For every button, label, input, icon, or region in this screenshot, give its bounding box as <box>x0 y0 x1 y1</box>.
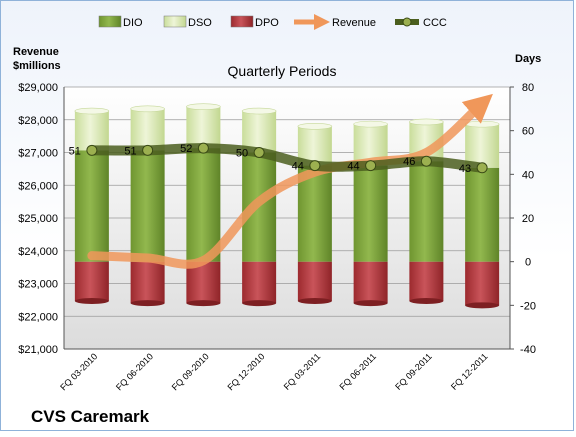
x-tick-label: FQ 09-2010 <box>170 351 211 392</box>
x-tick-label: FQ 06-2011 <box>337 351 378 392</box>
right-tick-label: 40 <box>522 169 534 181</box>
right-tick-label: -20 <box>520 300 536 312</box>
dpo-bar-base <box>186 300 221 307</box>
dpo-bar <box>130 261 165 304</box>
ccc-point <box>309 160 321 172</box>
series-lines: 51 51 52 50 44 44 46 43 <box>69 93 493 269</box>
right-axis-title: Days <box>515 53 541 65</box>
x-tick-label: FQ 09-2011 <box>393 351 434 392</box>
ccc-data-label: 43 <box>459 163 471 175</box>
dpo-bar <box>297 261 332 301</box>
dso-bar-top <box>74 107 110 115</box>
dio-bar <box>297 165 332 262</box>
x-tick-label: FQ 03-2010 <box>58 351 99 392</box>
left-tick-label: $27,000 <box>18 148 58 160</box>
ccc-data-label: 44 <box>347 161 359 173</box>
dio-bar <box>409 161 444 262</box>
ccc-point <box>476 162 488 174</box>
ccc-point <box>253 147 265 158</box>
dpo-bar-base <box>74 297 109 304</box>
dpo-bar <box>186 261 221 304</box>
dpo-bar <box>74 261 109 301</box>
dso-bar <box>242 111 277 153</box>
dio-bar <box>353 165 388 262</box>
legend-label-dso: DSO <box>188 17 212 29</box>
ccc-data-label: 51 <box>124 145 136 157</box>
legend-label-ccc: CCC <box>423 17 447 29</box>
left-axis-title-line1: Revenue <box>13 46 59 58</box>
right-tick-label: 80 <box>522 82 534 94</box>
left-tick-label: $24,000 <box>18 246 58 258</box>
dpo-bar-base <box>465 302 500 309</box>
dpo-bar-base <box>297 297 332 304</box>
legend-swatch-dpo <box>230 15 254 28</box>
legend-label-dpo: DPO <box>255 17 279 29</box>
dpo-bar-base <box>353 300 388 307</box>
dso-bar-top <box>130 105 165 113</box>
legend-swatch-dio <box>98 15 122 28</box>
right-tick-label: 60 <box>522 126 534 138</box>
left-axis-title-line2: $millions <box>13 60 61 72</box>
legend-marker-ccc <box>402 17 412 27</box>
right-tick-label: 0 <box>525 257 531 269</box>
dso-bar-top <box>353 120 388 128</box>
ccc-data-label: 51 <box>69 145 81 157</box>
left-tick-label: $29,000 <box>18 82 58 94</box>
left-tick-label: $26,000 <box>18 180 58 192</box>
dpo-bar <box>465 261 500 306</box>
dso-bar-top <box>186 103 221 110</box>
ccc-data-label: 50 <box>236 148 248 160</box>
dio-bar <box>130 150 165 262</box>
company-name: CVS Caremark <box>31 407 150 426</box>
x-tick-label: FQ 12-2010 <box>226 351 267 392</box>
x-tick-label: FQ 06-2010 <box>114 351 155 392</box>
legend-label-dio: DIO <box>123 17 143 29</box>
dso-bar-top <box>241 107 277 115</box>
ccc-data-label: 44 <box>292 161 304 173</box>
ccc-point <box>197 142 209 154</box>
ccc-data-label: 52 <box>180 143 192 155</box>
dpo-bar-base <box>130 300 165 307</box>
legend: DIO DSO DPO Revenue CCC <box>98 13 447 31</box>
ccc-point <box>420 155 432 167</box>
left-tick-label: $23,000 <box>18 279 58 291</box>
dpo-bar <box>409 261 444 301</box>
left-tick-label: $28,000 <box>18 115 58 127</box>
dpo-bar-base <box>409 297 444 304</box>
dso-bar-top <box>297 123 333 130</box>
chart-title: Quarterly Periods <box>228 63 337 79</box>
dio-bar <box>74 150 109 262</box>
ccc-point <box>365 160 377 172</box>
legend-label-revenue: Revenue <box>332 17 376 29</box>
revenue-line <box>87 93 493 269</box>
dso-bar <box>186 106 221 149</box>
dio-bar <box>186 148 221 262</box>
right-tick-label: -40 <box>520 344 536 356</box>
dpo-bar <box>353 261 388 304</box>
dso-bar-top <box>464 120 500 128</box>
dso-bar <box>465 124 500 168</box>
dso-bar <box>74 111 109 151</box>
dpo-bar-base <box>242 300 277 307</box>
left-tick-label: $22,000 <box>18 311 58 323</box>
ccc-point <box>86 144 98 156</box>
dpo-bar <box>242 261 277 304</box>
dso-bar <box>130 108 165 151</box>
dio-bar <box>465 167 500 262</box>
legend-swatch-dso <box>163 15 187 28</box>
right-tick-label: 20 <box>522 213 534 225</box>
ccc-point <box>142 144 154 156</box>
left-tick-label: $25,000 <box>18 213 58 225</box>
dso-bar-top <box>409 118 444 126</box>
left-tick-label: $21,000 <box>18 344 58 356</box>
ccc-data-label: 46 <box>403 156 415 168</box>
x-tick-label: FQ 03-2011 <box>282 351 323 392</box>
x-tick-label: FQ 12-2011 <box>449 351 490 392</box>
